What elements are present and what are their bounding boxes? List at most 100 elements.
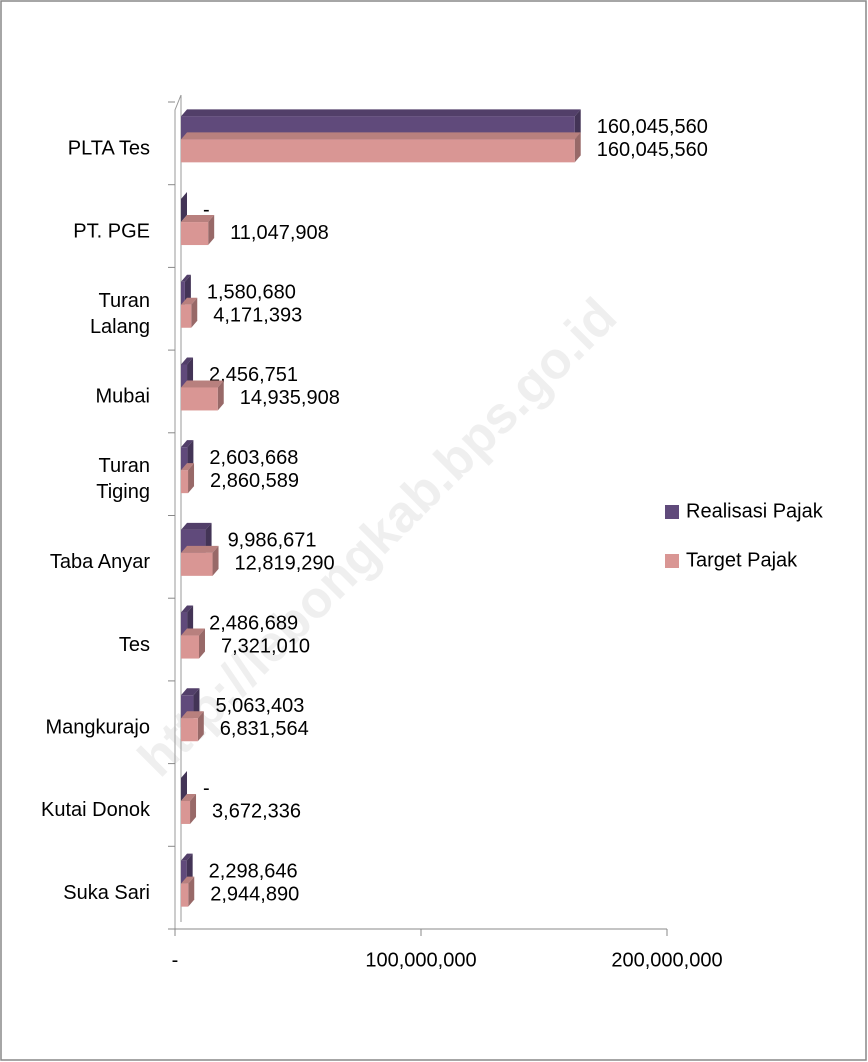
value-label: 14,935,908 [240, 387, 340, 409]
bar-side [199, 628, 206, 659]
bar-top [181, 357, 194, 365]
bar-side [187, 605, 194, 636]
bar-top [181, 522, 212, 530]
bar-face [181, 800, 191, 824]
bar-top [181, 853, 193, 861]
bar-side [187, 440, 194, 471]
bar [181, 192, 187, 223]
value-label: 1,580,680 [207, 282, 296, 304]
value-label: 4,171,393 [213, 305, 302, 327]
y-tick-label: PLTA Tes [68, 138, 150, 160]
x-tick-label: 200,000,000 [611, 949, 722, 971]
bar-face [181, 281, 185, 305]
value-label: 6,831,564 [220, 718, 309, 740]
bar-top [181, 109, 581, 117]
value-label: 2,944,890 [210, 883, 299, 905]
y-tick-label: Mangkurajo [45, 717, 150, 739]
bar-top [181, 463, 195, 471]
bar-top [181, 297, 198, 305]
bar [181, 440, 194, 471]
bar-side [186, 853, 193, 884]
legend-swatch [665, 554, 679, 568]
bar [181, 274, 191, 305]
bar [181, 215, 215, 246]
legend-swatch [665, 505, 679, 519]
value-label: 160,045,560 [597, 116, 708, 138]
value-label: 2,298,646 [209, 860, 298, 882]
bar-top [181, 440, 194, 448]
bar [181, 793, 197, 824]
bar-side [190, 793, 197, 824]
bar-side [181, 192, 187, 223]
y-tick-label: Turan Lalang [90, 290, 150, 338]
value-label: 3,672,336 [212, 801, 301, 823]
bar-top [181, 793, 197, 801]
y-tick-label: Turan Tiging [96, 455, 150, 503]
value-label: 9,986,671 [228, 530, 317, 552]
bar [181, 545, 219, 576]
bar-face [181, 635, 200, 659]
bar-face [181, 387, 218, 411]
back-wall-edge [174, 94, 182, 929]
bar [181, 876, 195, 907]
bar [181, 770, 187, 801]
bar-side [191, 297, 198, 328]
value-label: 7,321,010 [221, 635, 310, 657]
bar-side [184, 274, 191, 305]
value-label: 2,603,668 [209, 447, 298, 469]
y-tick-label: Kutai Donok [41, 799, 151, 821]
bar-face [181, 470, 189, 494]
bar-top [181, 545, 219, 553]
y-tick-label: Tes [119, 634, 150, 656]
bar [181, 132, 581, 163]
y-tick-label: PT. PGE [73, 220, 150, 242]
value-label: 2,860,589 [210, 470, 299, 492]
bar-side [193, 688, 200, 719]
bar-face [181, 552, 213, 576]
bar-side [217, 380, 224, 411]
bar-top [181, 132, 581, 140]
bar-side [574, 109, 581, 140]
bar-face [181, 612, 188, 636]
bar-face [181, 447, 188, 471]
bar-top [181, 688, 200, 696]
x-tick-label: - [172, 949, 179, 971]
value-label: 5,063,403 [215, 695, 304, 717]
bar-top [181, 711, 204, 719]
bar-top [181, 274, 191, 282]
value-label: - [203, 778, 210, 800]
bar [181, 711, 204, 742]
bar-top [181, 876, 195, 884]
bar-face [181, 860, 187, 884]
bar-side [212, 545, 219, 576]
bar-face [181, 304, 192, 328]
bar [181, 297, 198, 328]
value-label: 160,045,560 [597, 139, 708, 161]
bar [181, 463, 195, 494]
bar-top [181, 380, 224, 388]
bar [181, 357, 194, 388]
bar [181, 605, 194, 636]
bar-side [187, 357, 194, 388]
value-label: 11,047,908 [230, 222, 329, 244]
bar [181, 853, 193, 884]
bar-side [181, 770, 187, 801]
y-tick-label: Suka Sari [63, 882, 150, 904]
bar-face [181, 883, 189, 907]
bar-side [574, 132, 581, 163]
bar-face [181, 222, 209, 246]
legend-label: Target Pajak [686, 549, 798, 571]
value-label: 12,819,290 [235, 553, 335, 575]
bar-side [188, 463, 195, 494]
legend-label: Realisasi Pajak [686, 500, 824, 522]
bar-top [181, 215, 215, 223]
bar [181, 628, 206, 659]
value-label: 2,486,689 [209, 612, 298, 634]
bar-top [181, 605, 194, 613]
bar-face [181, 139, 575, 163]
bar-face [181, 364, 188, 388]
bar-top [181, 628, 206, 636]
y-tick-label: Mubai [96, 386, 150, 408]
